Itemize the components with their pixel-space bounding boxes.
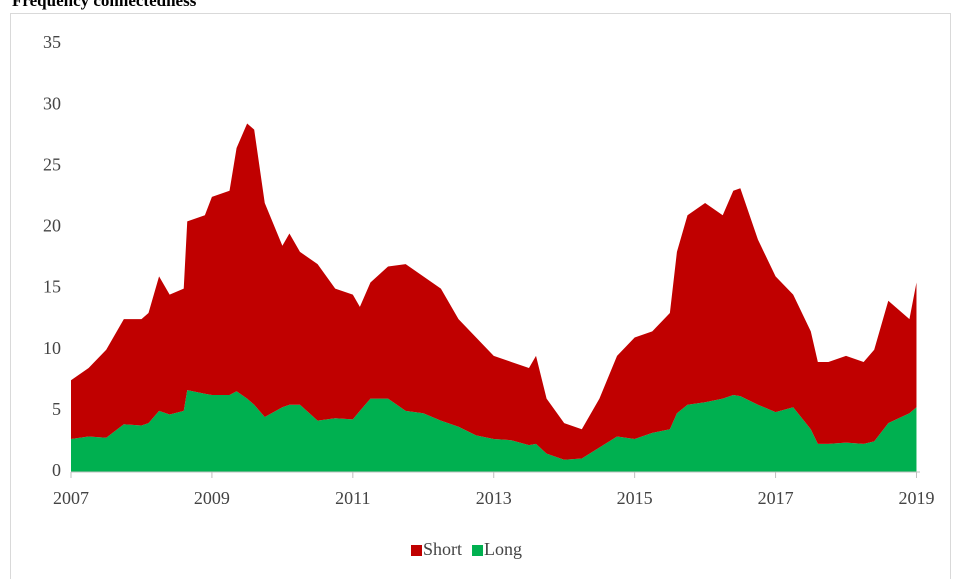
y-tick-label: 25 [43,154,61,174]
y-tick-label: 35 [43,32,61,52]
y-tick-label: 0 [52,460,61,480]
y-tick-label: 5 [52,399,61,419]
x-tick-label: 2017 [758,488,794,508]
x-tick-label: 2015 [617,488,653,508]
x-tick-label: 2011 [335,488,370,508]
legend-swatch [411,545,422,556]
legend-swatch [472,545,484,556]
y-tick-label: 15 [43,277,61,297]
chart-title: Frequency connectedness [12,0,197,10]
x-tick-label: 2007 [53,488,89,508]
y-tick-label: 30 [43,93,61,113]
y-tick-label: 20 [43,216,61,236]
x-tick-label: 2013 [476,488,512,508]
area [71,390,917,472]
x-tick-label: 2009 [194,488,230,508]
x-tick-label: 2019 [898,488,934,508]
y-tick-label: 10 [43,338,61,358]
legend-label: Short [423,539,462,559]
legend-label: Long [484,539,522,559]
area [71,123,917,460]
